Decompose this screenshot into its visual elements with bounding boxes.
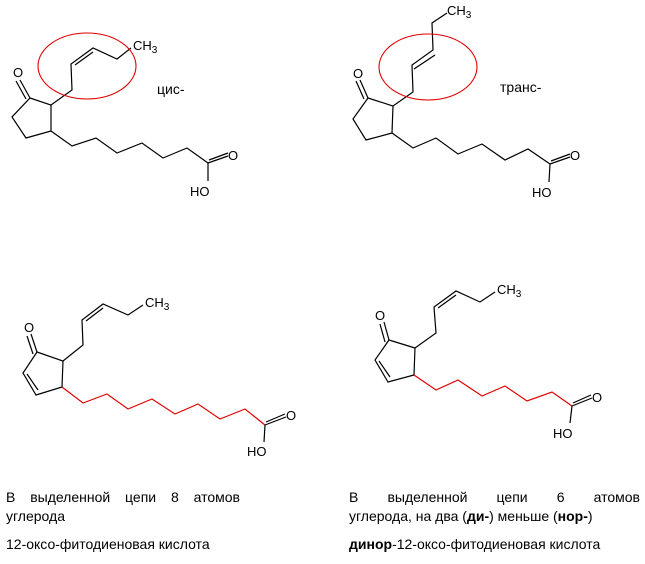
oxo-label: O — [353, 66, 363, 81]
keto-double-bond — [379, 321, 390, 343]
word: цепи — [496, 489, 528, 505]
hydroxyl-bond — [263, 424, 266, 443]
molecule-opda: O CH3 O HO — [22, 295, 296, 459]
highlight-ellipse — [378, 33, 478, 101]
cis-double-bond-inner — [74, 51, 94, 66]
caption-line-1: В выделенной цепи 8 атомов — [6, 488, 240, 507]
caption-line-2: углерода — [6, 508, 65, 524]
cis-double-bond-inner — [85, 307, 104, 322]
compound-name: динор-12-оксо-фитодиеновая кислота — [349, 535, 640, 554]
isomer-label-cis: цис- — [157, 81, 185, 97]
text: ) меньше ( — [489, 508, 558, 524]
word: цепи — [125, 489, 157, 505]
carbonyl-double-bond — [264, 413, 287, 426]
word: 8 — [170, 489, 179, 505]
cyclopentane-ring — [352, 97, 394, 141]
acid-oxygen-label: O — [228, 148, 238, 163]
acid-hydroxyl-label: HO — [553, 426, 573, 441]
pentenyl-chain — [62, 303, 144, 362]
pentenyl-chain — [50, 47, 132, 106]
word: выделенной — [387, 489, 468, 505]
name-rest: -12-оксо-фитодиеновая кислота — [392, 536, 601, 552]
carbonyl-double-bond — [207, 152, 229, 164]
cyclopentenone-ring — [374, 339, 416, 383]
carbonyl-double-bond — [549, 153, 571, 165]
methyl-label: CH3 — [145, 295, 170, 313]
methyl-label: CH3 — [133, 38, 158, 56]
molecule-dinor-opda: O CH3 O HO — [374, 282, 602, 441]
prefix-di: ди- — [466, 508, 490, 524]
acid-hydroxyl-label: HO — [247, 444, 267, 459]
highlighted-chain — [413, 374, 573, 407]
pentenyl-chain — [392, 12, 448, 107]
methyl-label: CH3 — [447, 3, 472, 21]
acid-oxygen-label: O — [592, 390, 602, 405]
highlighted-chain — [61, 386, 266, 426]
pentenyl-chain — [414, 290, 496, 349]
acid-hydroxyl-label: HO — [190, 184, 210, 199]
word: атомов — [193, 489, 240, 505]
text: ) — [587, 508, 593, 524]
caption-line-2: углерода, на два (ди-) меньше (нор-) — [349, 507, 640, 526]
right-caption: В выделенной цепи 6 атомов углерода, на … — [349, 488, 640, 554]
ring-double-bond-inner — [378, 360, 391, 378]
word: В — [6, 489, 16, 505]
keto-double-bond — [355, 79, 369, 100]
highlight-ellipse — [37, 32, 137, 100]
carbonyl-double-bond — [571, 394, 593, 407]
cis-double-bond-inner — [437, 294, 457, 309]
trans-double-bond-inner — [413, 54, 436, 70]
structures-canvas: O CH3 O HO цис- O CH3 O HO транс- O CH3 … — [11, 3, 602, 459]
acid-chain — [50, 130, 209, 164]
word: атомов — [593, 489, 640, 505]
hydroxyl-bond — [569, 405, 573, 424]
caption-line-1: В выделенной цепи 6 атомов — [349, 488, 640, 507]
word: выделенной — [30, 489, 111, 505]
acid-hydroxyl-label: HO — [532, 185, 552, 200]
text: углерода, на два ( — [349, 508, 467, 524]
acid-oxygen-label: O — [570, 148, 580, 163]
word: 6 — [556, 489, 565, 505]
hydroxyl-bond — [548, 163, 551, 183]
prefix-nor: нор- — [557, 508, 588, 524]
keto-double-bond — [15, 79, 31, 100]
oxo-label: O — [13, 65, 23, 80]
ring-double-bond-inner — [26, 373, 39, 391]
molecule-trans: O CH3 O HO транс- — [352, 3, 580, 200]
molecule-cis: O CH3 O HO цис- — [11, 32, 238, 199]
compound-name: 12-оксо-фитодиеновая кислота — [6, 536, 210, 552]
methyl-label: CH3 — [497, 282, 522, 300]
keto-double-bond — [26, 333, 38, 355]
prefix-dinor: динор — [349, 536, 393, 552]
left-caption: В выделенной цепи 8 атомов углерода 12-о… — [6, 488, 240, 554]
cyclopentane-ring — [11, 97, 52, 139]
cyclopentenone-ring — [22, 351, 64, 396]
acid-chain — [391, 132, 551, 165]
oxo-label: O — [375, 308, 385, 323]
word: В — [349, 489, 359, 505]
acid-oxygen-label: O — [286, 408, 296, 423]
isomer-label-trans: транс- — [500, 79, 542, 95]
oxo-label: O — [24, 320, 34, 335]
